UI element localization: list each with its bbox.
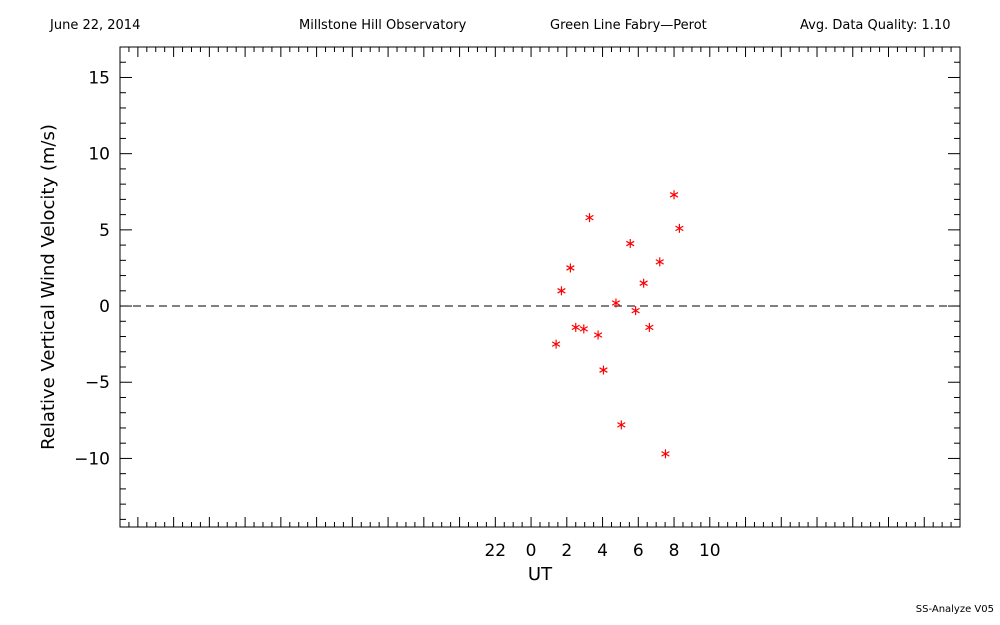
data-point	[631, 306, 640, 316]
data-point	[611, 298, 621, 308]
y-tick-label: −10	[74, 449, 110, 469]
data-point	[661, 449, 670, 459]
data-point	[645, 322, 654, 332]
data-point	[571, 322, 580, 332]
x-tick-label: 4	[597, 541, 608, 561]
y-tick-label: 10	[88, 145, 110, 165]
x-tick-label: 10	[699, 541, 721, 561]
data-point	[579, 324, 588, 334]
header-observatory: Millstone Hill Observatory	[299, 18, 467, 33]
x-tick-label: 22	[484, 541, 506, 561]
data-point	[566, 263, 575, 273]
plot-frame	[119, 46, 961, 528]
x-tick-label: 0	[526, 541, 537, 561]
y-tick-label: 15	[88, 68, 110, 88]
x-tick-label: 8	[669, 541, 680, 561]
data-point	[557, 286, 566, 296]
y-axis-label: Relative Vertical Wind Velocity (m/s)	[38, 124, 59, 450]
axis-ticks	[120, 47, 960, 527]
data-point	[593, 330, 603, 340]
data-point	[585, 213, 594, 223]
header-date: June 22, 2014	[50, 18, 141, 33]
header-data-quality: Avg. Data Quality: 1.10	[800, 18, 951, 33]
data-point	[655, 257, 664, 267]
software-version: SS-Analyze V05	[915, 604, 994, 615]
data-points	[551, 190, 684, 459]
x-tick-labels: 22 0 2 4 6 8 10	[484, 541, 720, 561]
x-tick-label: 2	[561, 541, 572, 561]
data-point	[599, 365, 608, 375]
data-point	[669, 190, 679, 200]
y-tick-label: 0	[99, 297, 110, 317]
y-tick-labels: 15 10 5 0 −5 −10	[74, 68, 110, 469]
y-tick-label: 5	[99, 221, 110, 241]
data-point	[675, 223, 684, 233]
y-tick-label: −5	[85, 373, 110, 393]
data-point	[617, 420, 626, 430]
data-point	[551, 339, 561, 349]
data-point	[639, 278, 648, 288]
header-instrument: Green Line Fabry—Perot	[550, 18, 707, 33]
x-tick-label: 6	[633, 541, 644, 561]
x-axis-label: UT	[528, 564, 553, 585]
data-point	[626, 239, 635, 249]
